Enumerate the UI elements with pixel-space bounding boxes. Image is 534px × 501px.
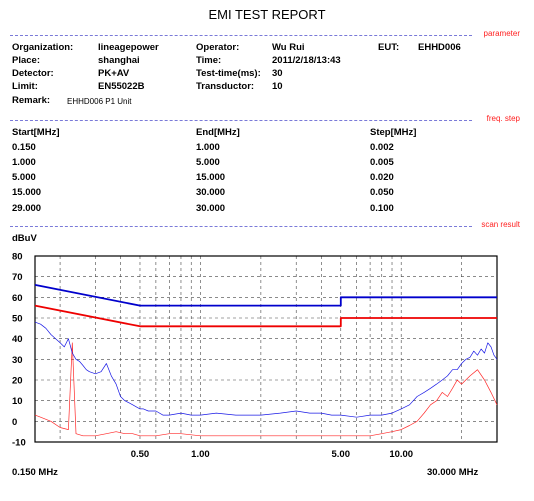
y-tick-label: 30 xyxy=(12,355,23,366)
eut-value: EHHD006 xyxy=(418,42,461,53)
plot-frame xyxy=(34,255,498,443)
time-label: Time: xyxy=(196,55,222,66)
detector-value: PK+AV xyxy=(98,68,130,79)
freq-row-step: 0.020 xyxy=(370,172,394,183)
freq-step-tag: freq. step xyxy=(486,114,520,123)
limit-value: EN55022B xyxy=(98,81,145,92)
freq-row-end: 15.000 xyxy=(196,172,226,183)
y-tick-label: 60 xyxy=(12,293,23,304)
freq-row-end: 30.000 xyxy=(196,203,226,214)
x-tick-label: 10.00 xyxy=(389,449,413,460)
y-tick-label: -10 xyxy=(12,438,26,449)
pk-trace-line xyxy=(34,321,498,418)
freq-row-start: 29.000 xyxy=(12,203,42,214)
x-tick-label: 5.00 xyxy=(332,449,351,460)
testtime-label: Test-time(ms): xyxy=(196,68,261,79)
eut-label: EUT: xyxy=(378,42,400,53)
place-label: Place: xyxy=(12,55,40,66)
freq-row-end: 30.000 xyxy=(196,187,226,198)
freq-row-step: 0.002 xyxy=(370,142,394,153)
report-title: EMI TEST REPORT xyxy=(208,7,326,22)
freq-header-start: Start[MHz] xyxy=(12,127,60,138)
freq-header-step: Step[MHz] xyxy=(370,127,417,138)
freq-header-end: End[MHz] xyxy=(196,127,240,138)
freq-row-step: 0.100 xyxy=(370,203,394,214)
x-end-label: 30.000 MHz xyxy=(427,467,479,478)
freq-row-step: 0.005 xyxy=(370,157,394,168)
transductor-label: Transductor: xyxy=(196,81,255,92)
freq-row-start: 1.000 xyxy=(12,157,36,168)
av-limit-line xyxy=(34,304,497,328)
x-tick-label: 0.50 xyxy=(131,449,150,460)
freq-row-start: 15.000 xyxy=(12,187,42,198)
limit-label: Limit: xyxy=(12,81,38,92)
parameter-divider xyxy=(10,35,472,36)
place-value: shanghai xyxy=(98,55,140,66)
freq-row-start: 0.150 xyxy=(12,142,36,153)
parameter-tag: parameter xyxy=(483,29,520,38)
freq-row-step: 0.050 xyxy=(370,187,394,198)
scan-result-divider xyxy=(10,226,472,227)
time-value: 2011/2/18/13:43 xyxy=(272,55,341,66)
testtime-value: 30 xyxy=(272,68,283,79)
av-trace-line xyxy=(34,342,498,437)
remark-value: EHHD006 P1 Unit xyxy=(67,97,132,106)
y-tick-label: 80 xyxy=(12,252,23,263)
y-tick-label: 0 xyxy=(12,417,17,428)
organization-label: Organization: xyxy=(12,42,74,53)
transductor-value: 10 xyxy=(272,81,283,92)
y-tick-label: 40 xyxy=(12,334,23,345)
x-tick-label: 1.00 xyxy=(191,449,210,460)
y-tick-label: 70 xyxy=(12,272,23,283)
y-tick-label: 50 xyxy=(12,314,23,325)
detector-label: Detector: xyxy=(12,68,54,79)
freq-row-end: 1.000 xyxy=(196,142,220,153)
y-tick-label: 10 xyxy=(12,396,23,407)
organization-value: lineagepower xyxy=(98,42,159,53)
freq-row-end: 5.000 xyxy=(196,157,220,168)
freq-step-divider xyxy=(10,120,472,121)
x-start-label: 0.150 MHz xyxy=(12,467,58,478)
qp-limit-line xyxy=(34,284,497,307)
operator-label: Operator: xyxy=(196,42,240,53)
y-axis-unit-label: dBuV xyxy=(12,233,37,244)
freq-row-start: 5.000 xyxy=(12,172,36,183)
y-tick-label: 20 xyxy=(12,376,23,387)
scan-result-tag: scan result xyxy=(481,220,520,229)
remark-label: Remark: xyxy=(12,95,51,106)
operator-value: Wu Rui xyxy=(272,42,305,53)
